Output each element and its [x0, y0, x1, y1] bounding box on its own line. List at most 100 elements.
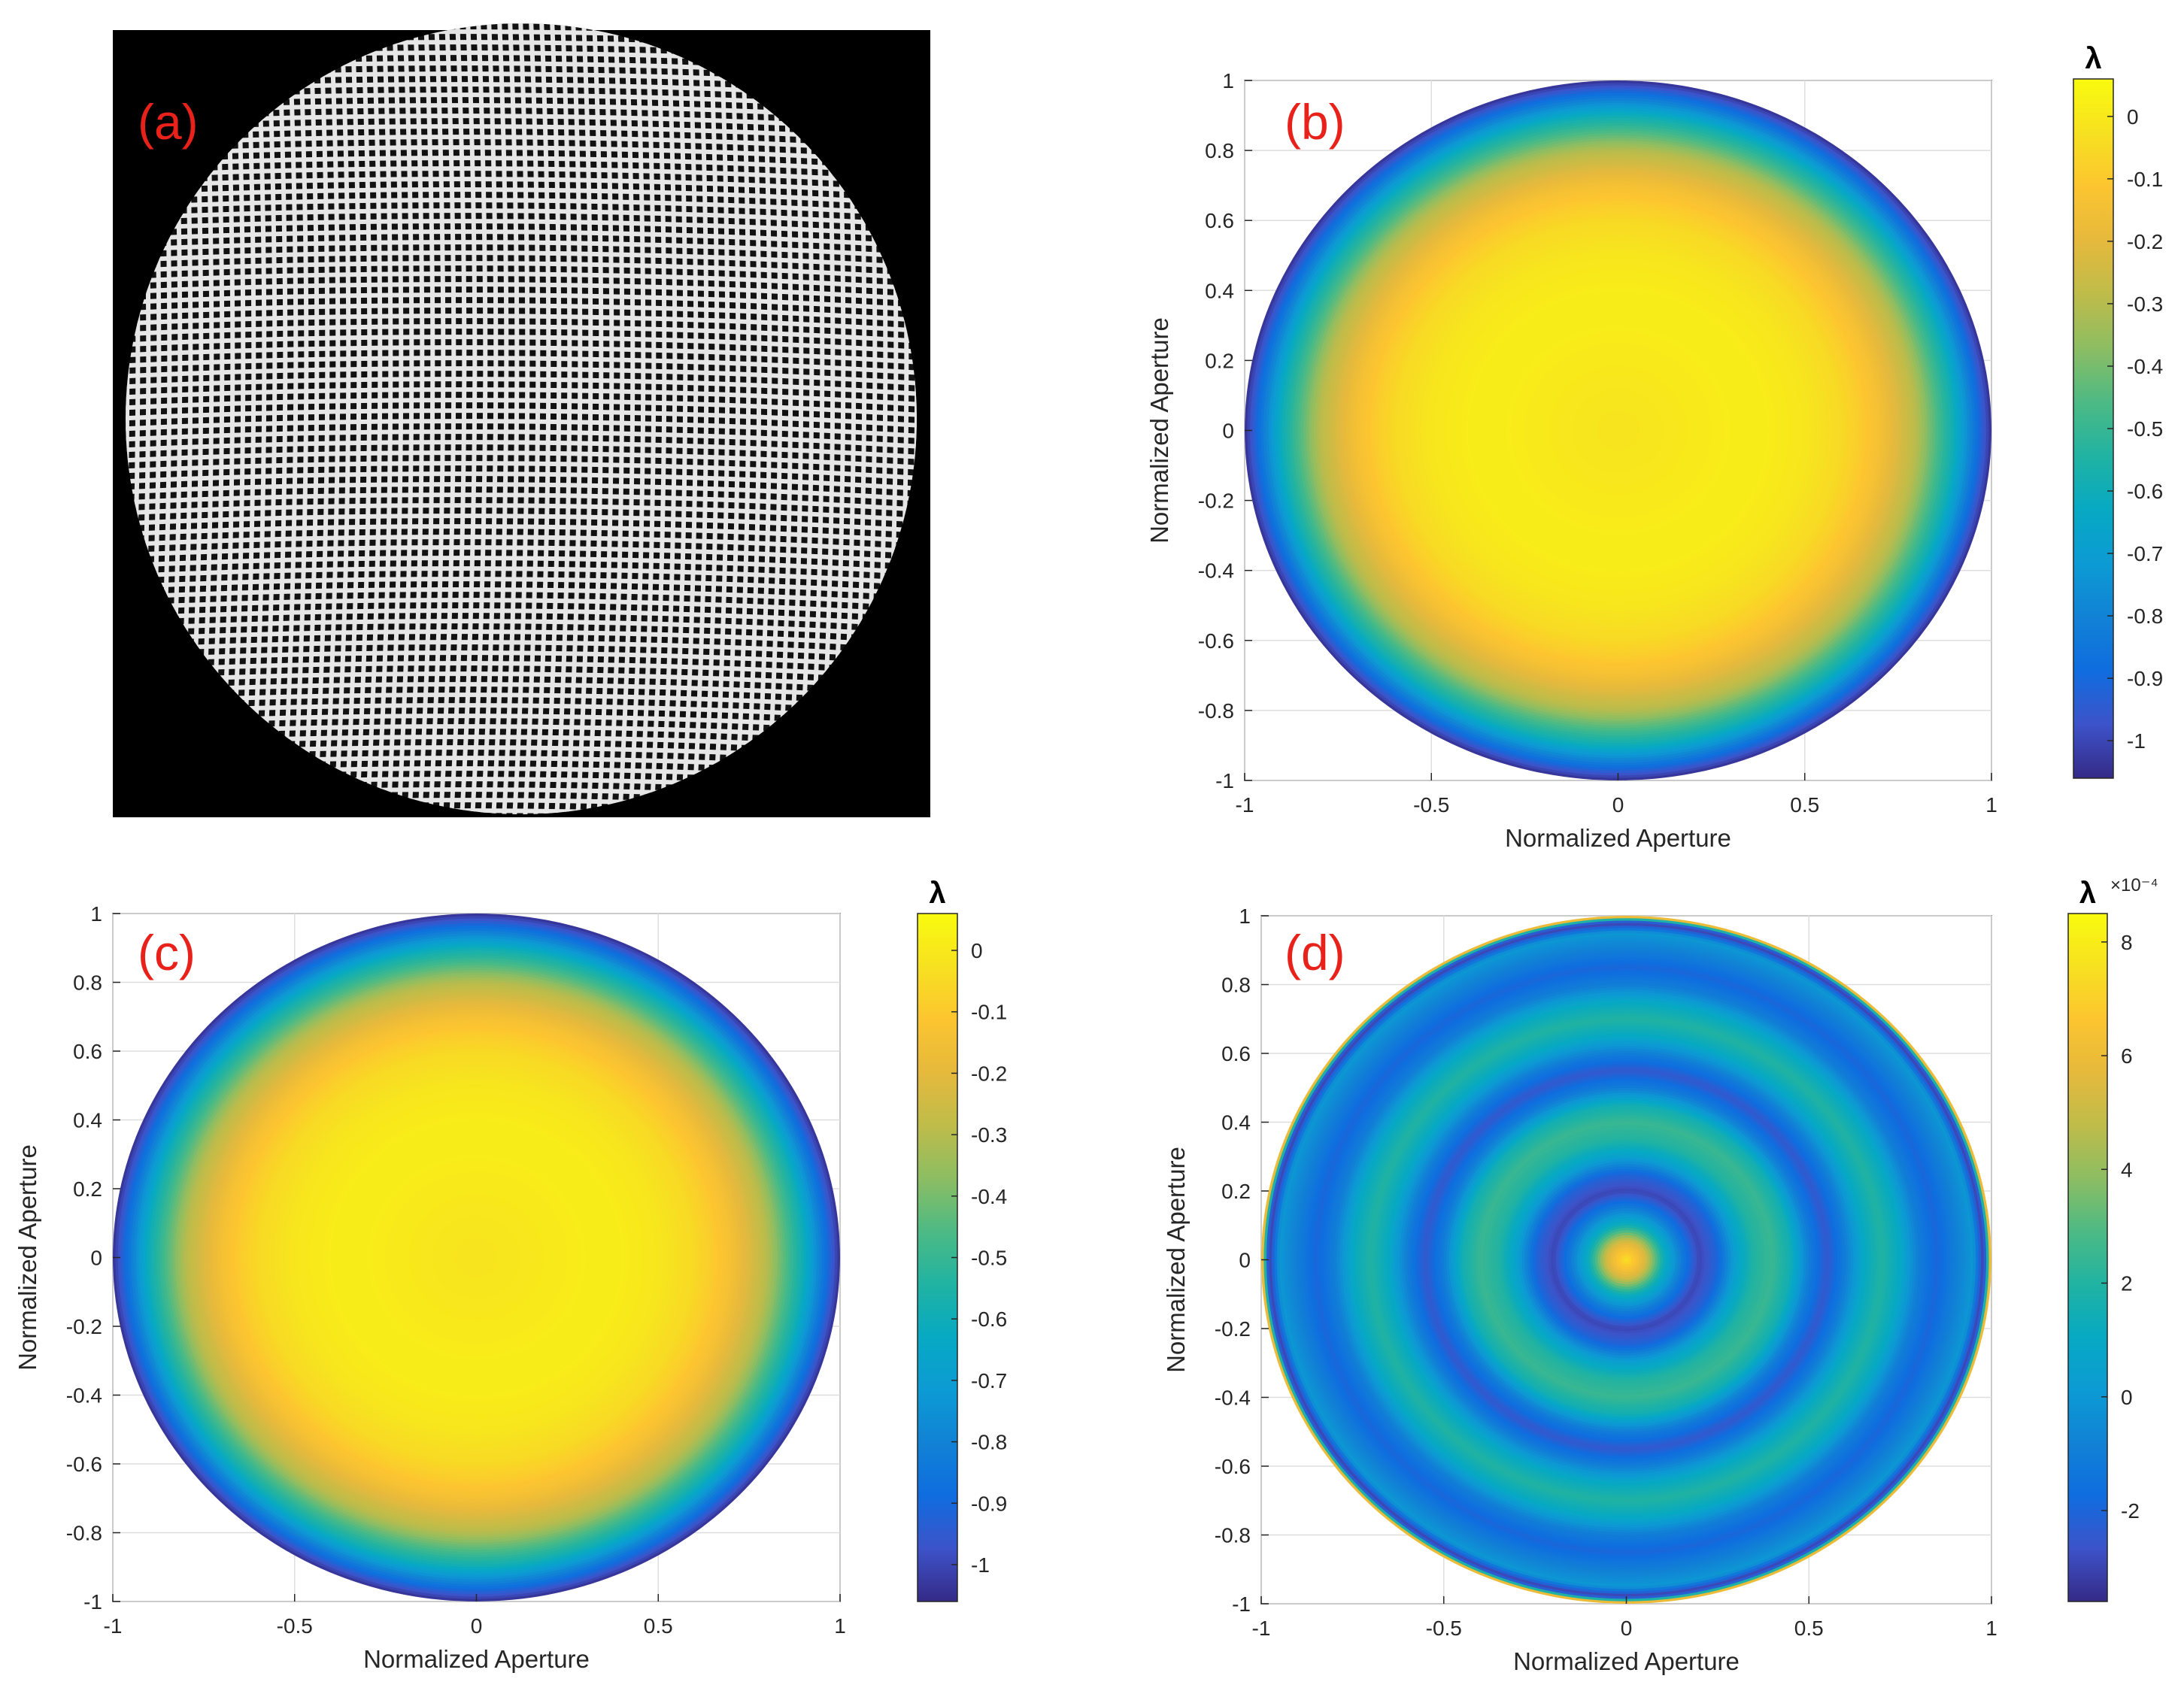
colorbar-tick-label: -0.4: [971, 1185, 1007, 1208]
y-tick-label: 0: [1239, 1249, 1251, 1272]
x-axis-label: Normalized Aperture: [1513, 1647, 1740, 1675]
panel-label: (c): [138, 925, 196, 980]
colorbar: 8 6 4 2 0 -2 λ ×10⁻⁴: [2067, 875, 2158, 1602]
colorbar-tick-label: -0.5: [971, 1247, 1007, 1270]
y-tick-label: 0.2: [1221, 1180, 1251, 1203]
x-tick-label: 0: [471, 1614, 483, 1638]
colorbar-tick-label: 6: [2121, 1044, 2133, 1068]
panel-label: (b): [1285, 94, 1345, 150]
colorbar-tick-label: -0.1: [971, 1001, 1007, 1024]
y-axis-label: Normalized Aperture: [14, 1144, 41, 1371]
colorbar-tick-label: -1: [971, 1553, 990, 1577]
x-tick-label: -1: [1236, 793, 1254, 817]
axis-ticks: -1 -0.5 0 0.5 1 -1 -0.8 -0.6 -0.4 -0.2 0 0.2 0.4 0.6 0…: [66, 902, 846, 1638]
heatmap-ring: [474, 1255, 479, 1260]
x-tick-label: -0.5: [1413, 793, 1449, 817]
y-tick-label: 0.8: [1221, 974, 1251, 997]
colorbar-tick-label: -0.9: [971, 1492, 1007, 1515]
heatmap-ring: [1615, 428, 1621, 433]
colorbar-tick-label: 4: [2121, 1158, 2133, 1181]
x-tick-label: -0.5: [277, 1614, 313, 1638]
colorbar-tick-label: -2: [2121, 1499, 2140, 1523]
x-tick-label: 1: [1985, 1617, 1997, 1640]
x-tick-label: -1: [104, 1614, 123, 1638]
colorbar: 0 -0.1 -0.2 -0.3 -0.4 -0.5 -0.6 -0.7 -0.8 -0.9 -1 λ: [2073, 42, 2163, 779]
colorbar-tick-label: -0.7: [2127, 542, 2163, 565]
y-tick-label: -0.6: [66, 1453, 102, 1476]
colorbar-title: λ: [2079, 877, 2096, 910]
x-tick-label: -1: [1252, 1617, 1271, 1640]
y-tick-label: -0.2: [1198, 489, 1234, 513]
colorbar-exponent: ×10⁻⁴: [2110, 875, 2158, 895]
x-tick-label: 1: [834, 1614, 846, 1638]
y-tick-label: -0.4: [66, 1384, 102, 1408]
y-tick-label: 0.2: [1205, 349, 1234, 372]
x-tick-label: 0.5: [1790, 793, 1819, 817]
x-tick-label: 0: [1612, 793, 1624, 817]
y-tick-label: 0.4: [1205, 279, 1234, 302]
y-tick-label: 0: [1222, 420, 1234, 443]
colorbar-tick-label: -0.9: [2127, 667, 2163, 690]
y-tick-label: 0.4: [1221, 1111, 1251, 1135]
colorbar-tick-label: -0.1: [2127, 168, 2163, 191]
y-tick-label: -0.2: [66, 1315, 102, 1338]
colorbar-title: λ: [2085, 42, 2101, 75]
y-tick-label: -1: [1232, 1592, 1251, 1616]
colorbar-title: λ: [929, 877, 945, 910]
y-tick-label: 1: [1239, 905, 1251, 928]
y-tick-label: 0.8: [73, 971, 102, 995]
colorbar-tick-label: -0.8: [971, 1431, 1007, 1454]
heatmap-disk: [1261, 916, 1991, 1604]
colorbar-tick-label: -0.2: [2127, 230, 2163, 253]
colorbar-gradient: [917, 913, 958, 1602]
y-tick-label: -0.2: [1215, 1317, 1251, 1341]
heatmap-disk: [1245, 80, 1991, 780]
fringe-lines-horizontal: [126, 23, 917, 814]
y-tick-label: 0.6: [73, 1040, 102, 1063]
heatmap-ring: [1624, 1257, 1629, 1262]
colorbar-tick-label: 0: [971, 939, 983, 962]
colorbar-gradient: [2073, 78, 2114, 779]
panel-a-interferogram: (a): [113, 23, 930, 817]
x-tick-label: 0.5: [644, 1614, 673, 1638]
y-tick-label: 0.6: [1205, 209, 1234, 232]
colorbar-tick-label: -0.4: [2127, 355, 2163, 378]
y-axis-label: Normalized Aperture: [1145, 317, 1173, 544]
colorbar-tick-label: -0.3: [2127, 292, 2163, 316]
axis-ticks: -1 -0.5 0 0.5 1 -1 -0.8 -0.6 -0.4 -0.2 0 0.2 0.4 0.6 0…: [1198, 69, 1997, 817]
panel-c-wavefront-heatmap: -1 -0.5 0 0.5 1 -1 -0.8 -0.6 -0.4 -0.2 0 0.2 0.4 0.6 0…: [14, 877, 1007, 1673]
y-tick-label: -0.6: [1198, 629, 1234, 653]
panel-label: (a): [138, 94, 199, 150]
y-tick-label: 0.8: [1205, 139, 1234, 162]
x-tick-label: -0.5: [1426, 1617, 1462, 1640]
y-tick-label: -0.4: [1198, 559, 1234, 583]
y-tick-label: 0.6: [1221, 1042, 1251, 1065]
colorbar-tick-label: -0.5: [2127, 417, 2163, 441]
x-tick-label: 1: [1985, 793, 1997, 817]
panel-label: (d): [1285, 925, 1345, 980]
colorbar-tick-label: -0.6: [971, 1308, 1007, 1331]
colorbar-tick-label: -0.8: [2127, 605, 2163, 628]
colorbar-tick-label: 8: [2121, 931, 2133, 954]
y-tick-label: -0.8: [1198, 699, 1234, 723]
y-axis-label: Normalized Aperture: [1162, 1147, 1190, 1373]
y-tick-label: -0.4: [1215, 1386, 1251, 1410]
colorbar-tick-label: -0.6: [2127, 480, 2163, 503]
panel-b-wavefront-heatmap: -1 -0.5 0 0.5 1 -1 -0.8 -0.6 -0.4 -0.2 0 0.2 0.4 0.6 0…: [1145, 42, 2163, 852]
colorbar-tick-label: -0.2: [971, 1062, 1007, 1085]
y-tick-label: 0.4: [73, 1109, 102, 1132]
x-tick-label: 0.5: [1794, 1617, 1824, 1640]
colorbar-tick-label: 2: [2121, 1272, 2133, 1295]
colorbar-tick-label: -0.3: [971, 1123, 1007, 1147]
axis-ticks: -1 -0.5 0 0.5 1 -1 -0.8 -0.6 -0.4 -0.2 0 0.2 0.4 0.6 0…: [1215, 905, 1997, 1640]
x-tick-label: 0: [1621, 1617, 1633, 1640]
y-tick-label: -0.8: [66, 1522, 102, 1545]
y-tick-label: -0.6: [1215, 1455, 1251, 1478]
panel-d-residual-heatmap: -1 -0.5 0 0.5 1 -1 -0.8 -0.6 -0.4 -0.2 0 0.2 0.4 0.6 0…: [1162, 875, 2158, 1675]
y-tick-label: -1: [83, 1590, 102, 1614]
y-tick-label: -1: [1215, 769, 1234, 792]
heatmap-disk: [113, 914, 840, 1601]
y-tick-label: 1: [90, 902, 102, 926]
colorbar-tick-label: -0.7: [971, 1369, 1007, 1392]
